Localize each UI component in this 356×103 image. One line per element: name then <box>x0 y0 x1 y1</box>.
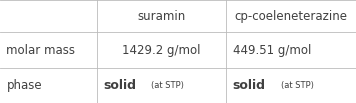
Text: 1429.2 g/mol: 1429.2 g/mol <box>122 44 201 57</box>
Text: (at STP): (at STP) <box>151 81 184 90</box>
Text: cp-coeleneterazine: cp-coeleneterazine <box>235 10 348 23</box>
Text: (at STP): (at STP) <box>281 81 313 90</box>
Text: phase: phase <box>6 79 42 92</box>
Text: solid: solid <box>233 79 266 92</box>
Text: solid: solid <box>103 79 136 92</box>
Text: suramin: suramin <box>137 10 186 23</box>
Text: 449.51 g/mol: 449.51 g/mol <box>233 44 311 57</box>
Text: molar mass: molar mass <box>6 44 75 57</box>
